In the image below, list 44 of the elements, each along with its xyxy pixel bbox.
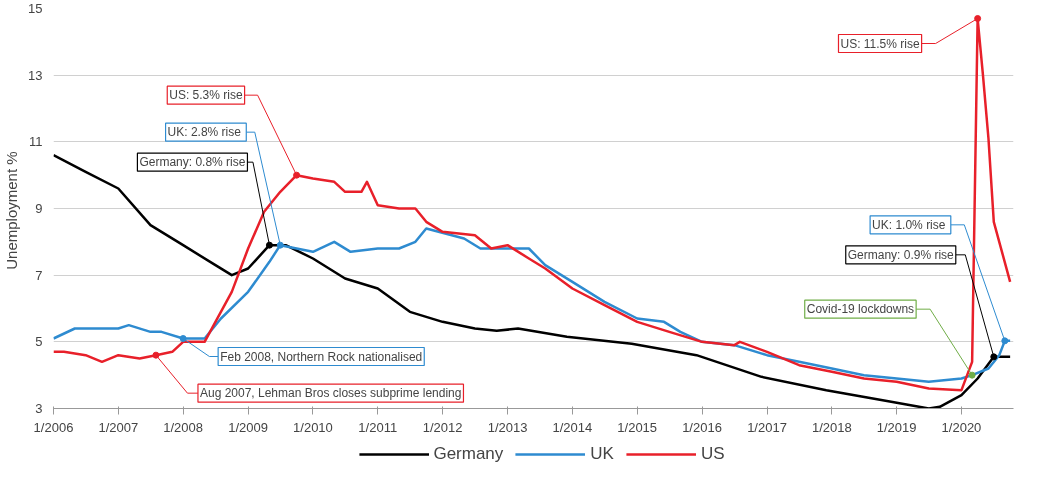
annotation: UK: 2.8% rise (167, 125, 242, 140)
annotation: Germany: 0.9% rise (847, 247, 955, 262)
x-tick-label: 1/2016 (682, 419, 722, 435)
y-tick-label: 7 (35, 267, 43, 283)
annotation: Germany: 0.8% rise (139, 155, 246, 170)
x-tick-label: 1/2009 (228, 419, 269, 435)
point (276, 241, 284, 249)
point (990, 353, 998, 361)
y-axis-title: Unemployment % (3, 151, 21, 270)
x-tick-label: 1/2010 (293, 419, 333, 435)
x-tick-label: 1/2013 (487, 419, 528, 435)
y-tick-label: 5 (35, 334, 43, 350)
legend-label: Germany (433, 444, 504, 464)
annotation: Covid-19 lockdowns (806, 302, 915, 317)
legend-label: UK (590, 444, 614, 464)
point (152, 351, 160, 359)
x-tick-label: 1/2008 (163, 419, 204, 435)
annotation: Feb 2008, Northern Rock nationalised (220, 349, 423, 364)
annotation: Aug 2007, Lehman Bros closes subprime lending (199, 386, 462, 401)
point (974, 15, 982, 22)
x-tick-label: 1/2014 (552, 419, 593, 435)
line-series (53, 153, 1012, 409)
y-tick-label: 3 (35, 401, 43, 416)
x-tick-label: 1/2019 (876, 419, 917, 435)
y-tick-label: 13 (28, 67, 43, 83)
x-tick-label: 1/2020 (941, 419, 982, 435)
point (265, 241, 273, 249)
annotation: US: 5.3% rise (169, 88, 243, 103)
x-tick-label: 1/2007 (98, 419, 139, 435)
point (179, 335, 187, 342)
legend-label: US (700, 444, 725, 464)
y-tick-label: 9 (35, 201, 43, 216)
point (293, 171, 301, 179)
y-tick-label: 11 (29, 134, 43, 150)
x-tick-label: 1/2017 (747, 419, 787, 435)
point (1001, 337, 1009, 345)
x-tick-label: 1/2012 (422, 419, 463, 435)
x-tick-label: 1/2006 (33, 419, 74, 435)
annotation: UK: 1.0% rise (872, 217, 946, 232)
x-tick-label: 1/2015 (617, 419, 658, 435)
annotation: US: 11.5% rise (840, 36, 920, 51)
y-tick-label: 15 (28, 1, 43, 16)
x-tick-label: 1/2011 (358, 419, 398, 435)
x-tick-label: 1/2018 (811, 419, 852, 435)
